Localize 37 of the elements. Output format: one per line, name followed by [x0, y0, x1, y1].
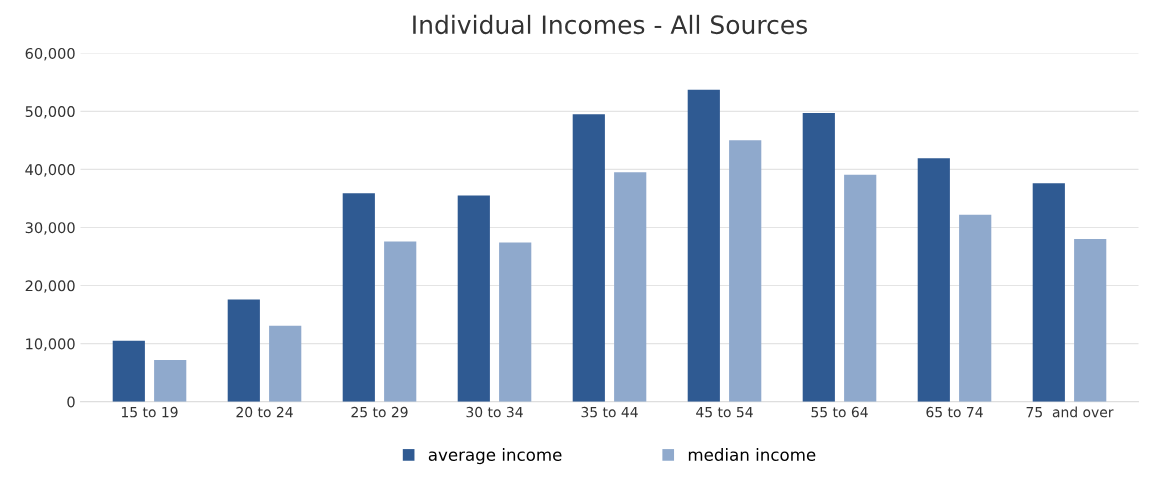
y-tick-label: 40,000: [25, 164, 75, 177]
y-tick-label: 30,000: [25, 222, 75, 235]
x-tick-label: 15 to 19: [121, 406, 178, 418]
bar: [959, 214, 992, 402]
bar: [687, 89, 720, 402]
x-tick-label: 20 to 24: [236, 406, 293, 418]
bar: [227, 299, 260, 402]
x-tick-label: 65 to 74: [926, 406, 983, 418]
y-tick-label: 50,000: [25, 106, 75, 119]
chart-title: Individual Incomes - All Sources: [413, 14, 807, 35]
y-tick-label: 60,000: [25, 47, 75, 61]
bar: [1032, 183, 1065, 402]
bar: [457, 195, 490, 402]
bar: [572, 114, 605, 402]
legend-label: median income: [688, 448, 816, 461]
bar: [499, 242, 532, 402]
bar: [269, 325, 302, 402]
bar: [729, 140, 762, 402]
y-tick-label: 0: [67, 396, 75, 408]
bar: [112, 340, 145, 402]
bar: [614, 172, 647, 402]
x-tick-label: 35 to 44: [581, 406, 638, 418]
bar: [384, 241, 417, 402]
bar: [802, 113, 835, 402]
bar: [1074, 239, 1107, 402]
x-tick-label: 30 to 34: [466, 406, 523, 418]
y-tick-label: 10,000: [26, 338, 75, 351]
x-tick-label: 25 to 29: [351, 406, 408, 418]
bar: [917, 158, 950, 402]
x-tick-label: 75 and over: [1026, 406, 1114, 418]
x-tick-label: 55 to 64: [811, 406, 868, 418]
y-tick-label: 20,000: [25, 280, 75, 293]
bar: [844, 174, 877, 402]
bar: [342, 193, 375, 402]
legend-label: average income: [428, 448, 562, 465]
x-tick-label: 45 to 54: [696, 407, 753, 418]
bar: [154, 359, 187, 402]
